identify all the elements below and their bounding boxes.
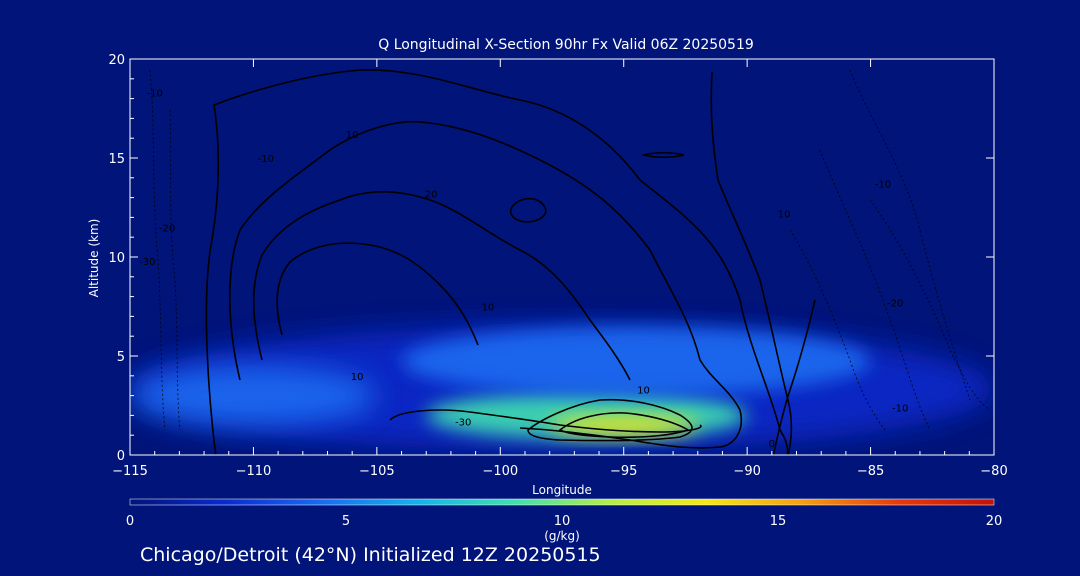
x-tick-label: −90 [733,464,760,479]
contour-outer-west [205,69,789,455]
contour-label: -10 [147,89,163,100]
contour-label: 10 [346,130,359,141]
y-tick-label: 15 [108,152,125,167]
x-axis-label: Longitude [532,483,592,497]
y-tick-label: 5 [117,350,125,365]
contour-label: -20 [159,223,175,234]
contour-small-core [510,197,547,223]
contour-label: 10 [637,386,650,397]
contour-label: -20 [887,299,903,310]
contour-east-0 [772,299,816,455]
colorbar-tick-label: 0 [126,514,134,529]
y-tick-label: 20 [108,53,125,68]
x-tick-label: −105 [359,464,395,479]
x-tick-label: −85 [857,464,884,479]
moisture-blob [130,365,377,426]
y-tick-label: 10 [108,251,125,266]
colorbar-tick-label: 15 [770,514,787,529]
moisture-blob [401,326,871,396]
moisture-blob [549,415,698,436]
contour-low-core [527,398,693,442]
contour-low-west [389,409,702,433]
x-tick-label: −95 [610,464,637,479]
contour-label: 10 [482,302,495,313]
contour-label: -10 [875,180,891,191]
contour-label: 0 [769,439,775,450]
x-tick-label: −110 [236,464,272,479]
y-tick-label: 0 [117,449,125,464]
x-tick-label: −115 [112,464,148,479]
contour-label: -30 [139,257,155,268]
y-axis-label: Altitude (km) [87,219,101,298]
contour-low-inner [558,412,690,439]
contour-20 [252,190,631,381]
colorbar-ticks: 0 5 10 15 20 [126,514,1002,529]
contour-label: -10 [892,403,908,414]
chart-title: Q Longitudinal X-Section 90hr Fx Valid 0… [378,37,754,53]
colorbar [129,498,995,506]
contour-label: 10 [351,372,364,383]
x-tick-label: −100 [482,464,518,479]
colorbar-tick-label: 20 [986,514,1003,529]
colorbar-tick-label: 10 [554,514,571,529]
contour-label: -10 [258,154,274,165]
x-tick-label: −80 [980,464,1007,479]
contour-dash-upper [640,151,685,159]
contour-dashed [149,69,991,431]
contour-east-10 [710,71,793,455]
colorbar-unit-label: (g/kg) [544,529,580,543]
x-axis: −115 −110 −105 −100 −95 −90 −85 −80 [112,59,1008,479]
y-axis: 0 5 10 15 20 [108,53,994,464]
moisture-field [130,326,994,452]
contour-lines [205,69,816,455]
contour-labels: -10 -10 10 20 10 10 10 10 0 -20 -30 -10 -20 -10 -30 [139,89,908,450]
contour-10-upper [229,120,742,449]
contour-30 [276,242,479,346]
contour-label: -30 [455,417,471,428]
contour-label: 10 [778,209,791,220]
footer-caption: Chicago/Detroit (42°N) Initialized 12Z 2… [140,544,601,566]
contour-label: 20 [425,190,438,201]
colorbar-tick-label: 5 [342,514,350,529]
